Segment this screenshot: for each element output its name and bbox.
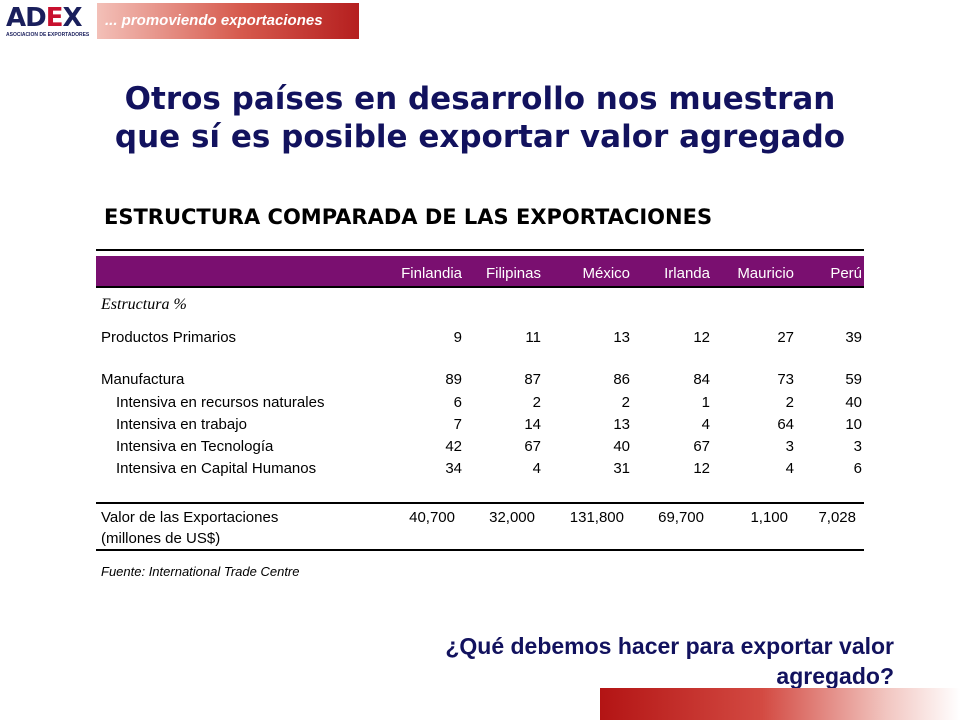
total-label-line-1: Valor de las Exportaciones [101, 509, 279, 526]
table-cell: 4 [532, 460, 541, 477]
row-label: Productos Primarios [101, 329, 237, 346]
logo-part-e: E [45, 3, 64, 33]
total-cell: 32,000 [489, 509, 535, 526]
logo-part-x: X [62, 3, 82, 33]
row-label: Manufactura [101, 371, 185, 388]
tagline-banner: ... promoviendo exportaciones [97, 3, 359, 39]
logo-wordmark: ADEX [6, 3, 83, 33]
table-cell: 10 [845, 416, 862, 433]
total-cell: 40,700 [409, 509, 455, 526]
table-title: ESTRUCTURA COMPARADA DE LAS EXPORTACIONE… [104, 205, 713, 229]
row-label: Intensiva en recursos naturales [116, 394, 325, 411]
table-cell: 73 [777, 371, 794, 388]
table-top-rule [96, 249, 864, 251]
slide-title-line-2: que sí es posible exportar valor agregad… [114, 119, 846, 155]
table-cell: 2 [532, 394, 541, 411]
col-header-finlandia: Finlandia [401, 265, 462, 282]
total-cell: 1,100 [750, 509, 788, 526]
row-label: Intensiva en trabajo [116, 416, 247, 433]
table-cell: 11 [525, 329, 541, 346]
table-cell: 89 [445, 371, 462, 388]
col-header-mexico: México [582, 265, 630, 282]
table-cell: 12 [693, 460, 710, 477]
table-cell: 3 [853, 438, 862, 455]
table-cell: 14 [524, 416, 541, 433]
table-cell: 2 [621, 394, 630, 411]
table-cell: 67 [524, 438, 541, 455]
table-header-band [96, 256, 864, 286]
table-cell: 2 [785, 394, 794, 411]
table-cell: 34 [445, 460, 462, 477]
table-cell: 86 [613, 371, 630, 388]
table-cell: 27 [777, 329, 794, 346]
table-cell: 87 [524, 371, 541, 388]
total-label-line-2: (millones de US$) [101, 530, 221, 547]
table-cell: 31 [613, 460, 630, 477]
closing-question-line-1: ¿Qué debemos hacer para exportar valor [445, 633, 894, 659]
row-label: Intensiva en Capital Humanos [116, 460, 317, 477]
table-cell: 7 [453, 416, 462, 433]
col-header-peru: Perú [830, 265, 862, 282]
table-cell: 4 [701, 416, 710, 433]
table-cell: 67 [693, 438, 710, 455]
table-cell: 4 [785, 460, 794, 477]
table-cell: 39 [845, 329, 862, 346]
table-cell: 9 [453, 329, 462, 346]
table-cell: 64 [777, 416, 794, 433]
table-cell: 40 [613, 438, 630, 455]
closing-question-line-2: agregado? [776, 663, 894, 689]
table-cell: 6 [453, 394, 462, 411]
section-label-estructura: Estructura % [101, 296, 187, 313]
table-cell: 13 [613, 329, 630, 346]
col-header-mauricio: Mauricio [737, 265, 794, 282]
row-label: Intensiva en Tecnología [116, 438, 274, 455]
table-cell: 40 [845, 394, 862, 411]
table-source-note: Fuente: International Trade Centre [101, 564, 300, 579]
table-header-rule [96, 286, 864, 288]
col-header-irlanda: Irlanda [664, 265, 710, 282]
slide-title: Otros países en desarrollo nos muestran … [60, 80, 900, 156]
col-header-filipinas: Filipinas [485, 265, 541, 282]
closing-question: ¿Qué debemos hacer para exportar valor a… [334, 631, 894, 691]
decorative-gradient-bar [600, 688, 960, 720]
table-cell: 6 [853, 460, 862, 477]
logo-part-ad: AD [6, 3, 47, 33]
table-cell: 42 [445, 438, 462, 455]
table-mid-rule [96, 502, 864, 504]
table-cell: 3 [785, 438, 794, 455]
total-cell: 7,028 [818, 509, 856, 526]
adex-logo: ADEX ASOCIACION DE EXPORTADORES [6, 4, 90, 38]
logo-subtitle: ASOCIACION DE EXPORTADORES [6, 32, 90, 38]
table-cell: 12 [693, 329, 710, 346]
total-cell: 131,800 [569, 509, 624, 526]
slide-title-line-1: Otros países en desarrollo nos muestran [124, 81, 836, 117]
table-cell: 13 [613, 416, 630, 433]
table-cell: 59 [845, 371, 862, 388]
table-cell: 84 [693, 371, 710, 388]
table-bottom-rule [96, 549, 864, 551]
total-cell: 69,700 [658, 509, 704, 526]
table-cell: 1 [701, 394, 710, 411]
